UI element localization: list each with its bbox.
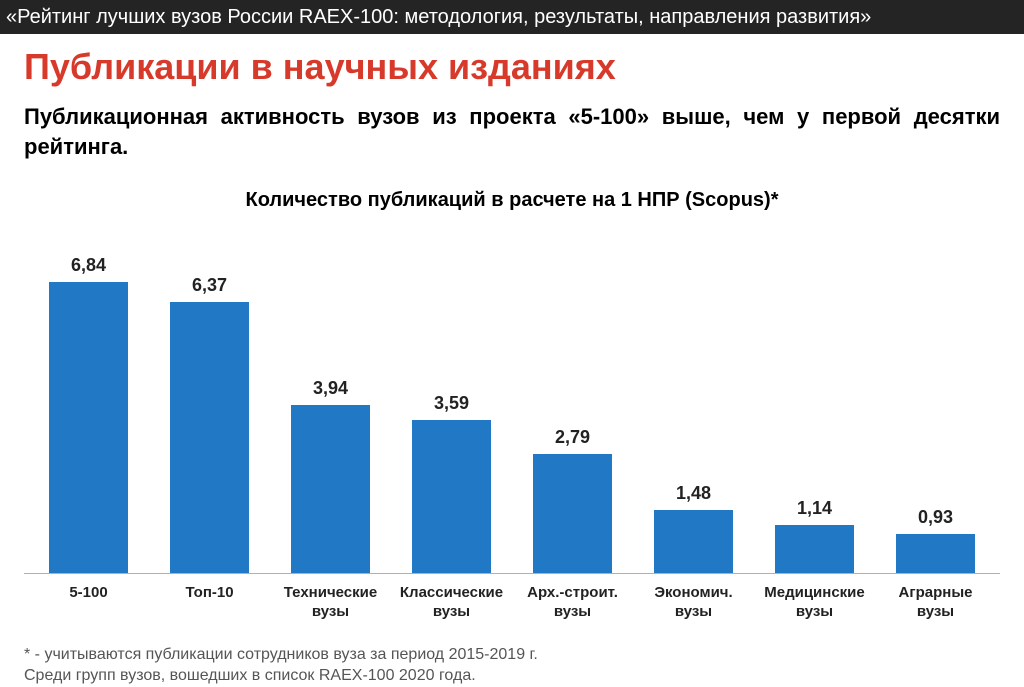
bar-value-label: 1,48	[676, 483, 711, 504]
bar	[896, 534, 976, 574]
slide-subtitle: Публикационная активность вузов из проек…	[24, 102, 1000, 161]
bar-category-label: Медицинские вузы	[754, 584, 875, 622]
bar-category-label: Топ-10	[149, 584, 270, 622]
header-title: «Рейтинг лучших вузов России RAEX-100: м…	[6, 6, 871, 28]
bar-chart-x-labels: 5-100Топ-10Технические вузыКлассические …	[24, 574, 1000, 622]
bar	[412, 420, 492, 573]
bar-slot: 3,59	[391, 232, 512, 573]
bar	[291, 405, 371, 573]
bar-category-label: 5-100	[28, 584, 149, 622]
bar-slot: 2,79	[512, 232, 633, 573]
bar-value-label: 0,93	[918, 507, 953, 528]
slide-area: Публикации в научных изданиях Публикацио…	[0, 34, 1024, 687]
bar-value-label: 6,84	[71, 255, 106, 276]
bar-category-label: Технические вузы	[270, 584, 391, 622]
bar-slot: 6,37	[149, 232, 270, 573]
footnote-line-2: Среди групп вузов, вошедших в список RAE…	[24, 665, 1000, 687]
bar-category-label: Аграрные вузы	[875, 584, 996, 622]
chart-title: Количество публикаций в расчете на 1 НПР…	[24, 189, 1000, 212]
bar-slot: 1,14	[754, 232, 875, 573]
bar	[533, 454, 613, 573]
bar-slot: 1,48	[633, 232, 754, 573]
bar-value-label: 1,14	[797, 498, 832, 519]
bar-value-label: 2,79	[555, 427, 590, 448]
bar-value-label: 6,37	[192, 275, 227, 296]
bar	[49, 282, 129, 574]
bar-slot: 6,84	[28, 232, 149, 573]
bar-value-label: 3,94	[313, 378, 348, 399]
bar-category-label: Арх.-строит. вузы	[512, 584, 633, 622]
bar-category-label: Экономич. вузы	[633, 584, 754, 622]
bar-category-label: Классические вузы	[391, 584, 512, 622]
video-header-bar: «Рейтинг лучших вузов России RAEX-100: м…	[0, 0, 1024, 34]
footnote: * - учитываются публикации сотрудников в…	[24, 644, 1000, 687]
bar	[654, 510, 734, 573]
bar	[775, 525, 855, 574]
bar-value-label: 3,59	[434, 393, 469, 414]
bar-slot: 0,93	[875, 232, 996, 573]
bar	[170, 302, 250, 574]
footnote-line-1: * - учитываются публикации сотрудников в…	[24, 644, 1000, 666]
bar-chart: 6,84 6,37 3,94 3,59 2,79 1,48 1,14 0,93	[24, 232, 1000, 574]
slide-title: Публикации в научных изданиях	[24, 46, 1000, 88]
bar-slot: 3,94	[270, 232, 391, 573]
